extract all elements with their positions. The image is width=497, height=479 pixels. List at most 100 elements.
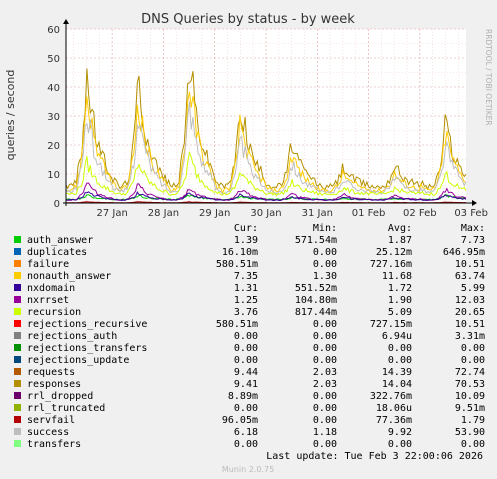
x-tick-label: 29 Jan — [199, 208, 230, 219]
legend-name-nonauth_answer: nonauth_answer — [27, 271, 111, 282]
legend-value-avg: 1.87 — [388, 235, 412, 246]
legend-value-max: 5.99 — [461, 283, 485, 294]
legend-value-avg: 25.12m — [376, 247, 412, 258]
legend-swatch-responses — [14, 380, 21, 387]
legend-value-max: 53.90 — [455, 427, 485, 438]
legend-column-header: Cur: — [234, 223, 258, 234]
legend-swatch-rejections_update — [14, 356, 21, 363]
legend-swatch-rejections_recursive — [14, 320, 21, 327]
legend-value-avg: 18.06u — [376, 403, 412, 414]
legend-name-auth_answer: auth_answer — [27, 235, 93, 246]
y-tick-label: 30 — [47, 112, 60, 123]
legend-value-avg: 9.92 — [388, 427, 412, 438]
legend-value-max: 0.00 — [461, 343, 485, 354]
legend-value-min: 1.30 — [313, 271, 337, 282]
legend-name-failure: failure — [27, 259, 69, 270]
legend-name-duplicates: duplicates — [27, 247, 87, 258]
series-line-nxrrset — [65, 182, 467, 202]
legend-value-cur: 7.35 — [234, 271, 258, 282]
legend-value-avg: 322.76m — [370, 391, 412, 402]
series-layer — [65, 68, 467, 204]
series-line-nonauth_answer — [65, 91, 467, 195]
legend-name-transfers: transfers — [27, 439, 81, 450]
legend-value-min: 0.00 — [313, 247, 337, 258]
y-tick-label: 0 — [54, 199, 60, 210]
legend-value-cur: 3.76 — [234, 307, 258, 318]
x-tick-label: 28 Jan — [148, 208, 179, 219]
legend-value-max: 7.73 — [461, 235, 485, 246]
x-tick-label: 03 Feb — [454, 208, 488, 219]
legend-value-min: 551.52m — [295, 283, 337, 294]
y-tick-label: 50 — [47, 54, 60, 65]
legend-value-avg: 11.68 — [382, 271, 412, 282]
legend-value-min: 571.54m — [295, 235, 337, 246]
legend-name-recursion: recursion — [27, 307, 81, 318]
tick-labels: 0 10 20 30 40 50 60 27 Jan 28 Jan 29 Jan 30 Jan 31 … — [47, 25, 488, 219]
legend-column-header: Max: — [461, 223, 485, 234]
legend-value-max: 63.74 — [455, 271, 485, 282]
legend-value-min: 2.03 — [313, 379, 337, 390]
munin-version: Munin 2.0.75 — [222, 465, 274, 474]
legend-value-cur: 0.00 — [234, 403, 258, 414]
legend-value-min: 0.00 — [313, 331, 337, 342]
legend-value-cur: 8.89m — [228, 391, 258, 402]
legend-value-avg: 727.15m — [370, 319, 412, 330]
legend-swatch-nonauth_answer — [14, 272, 21, 279]
legend-value-min: 0.00 — [313, 391, 337, 402]
x-axis-arrow — [472, 200, 477, 206]
legend-value-max: 10.51 — [455, 319, 485, 330]
y-tick-label: 40 — [47, 83, 60, 94]
legend-value-max: 1.79 — [461, 415, 485, 426]
legend-value-min: 2.03 — [313, 367, 337, 378]
legend-name-rejections_auth: rejections_auth — [27, 331, 117, 342]
legend-value-cur: 9.44 — [234, 367, 258, 378]
legend-value-avg: 5.09 — [388, 307, 412, 318]
legend-value-cur: 96.05m — [222, 415, 258, 426]
x-tick-label: 27 Jan — [96, 208, 127, 219]
legend-value-min: 0.00 — [313, 439, 337, 450]
legend-value-cur: 0.00 — [234, 355, 258, 366]
legend-value-avg: 77.36m — [376, 415, 412, 426]
legend-value-min: 104.80m — [295, 295, 337, 306]
legend-value-min: 0.00 — [313, 343, 337, 354]
legend-value-avg: 727.16m — [370, 259, 412, 270]
legend-value-cur: 6.18 — [234, 427, 258, 438]
legend-value-min: 0.00 — [313, 259, 337, 270]
legend-value-cur: 0.00 — [234, 343, 258, 354]
legend-swatch-nxrrset — [14, 296, 21, 303]
series-line-nxdomain — [65, 191, 467, 202]
y-axis-arrow — [63, 19, 69, 24]
legend-swatch-nxdomain — [14, 284, 21, 291]
legend-value-cur: 9.41 — [234, 379, 258, 390]
legend-name-nxrrset: nxrrset — [27, 295, 69, 306]
series-line-auth_answer — [65, 194, 467, 201]
legend-name-rrl_truncated: rrl_truncated — [27, 403, 105, 414]
legend-column-header: Min: — [313, 223, 337, 234]
legend-value-avg: 14.39 — [382, 367, 412, 378]
legend-name-rejections_transfers: rejections_transfers — [27, 343, 147, 354]
legend-value-max: 70.53 — [455, 379, 485, 390]
legend-value-max: 12.03 — [455, 295, 485, 306]
legend-value-max: 10.51 — [455, 259, 485, 270]
legend-value-min: 0.00 — [313, 355, 337, 366]
legend-swatch-rejections_auth — [14, 332, 21, 339]
legend-value-avg: 1.90 — [388, 295, 412, 306]
last-update: Last update: Tue Feb 3 22:00:06 2026 — [266, 451, 483, 462]
legend-value-max: 9.51m — [455, 403, 485, 414]
legend-name-rejections_update: rejections_update — [27, 355, 129, 366]
legend-value-min: 0.00 — [313, 319, 337, 330]
legend-swatch-rrl_dropped — [14, 392, 21, 399]
legend-value-cur: 580.51m — [216, 259, 258, 270]
legend-swatch-transfers — [14, 440, 21, 447]
y-tick-label: 60 — [47, 25, 60, 36]
rrdtool-credit: RRDTOOL / TOBI OETIKER — [484, 29, 493, 126]
legend-swatch-failure — [14, 260, 21, 267]
legend-value-max: 72.74 — [455, 367, 485, 378]
legend-value-cur: 1.39 — [234, 235, 258, 246]
legend-name-nxdomain: nxdomain — [27, 283, 75, 294]
legend-name-rrl_dropped: rrl_dropped — [27, 391, 93, 402]
y-tick-label: 10 — [47, 170, 60, 181]
legend-value-avg: 0.00 — [388, 343, 412, 354]
legend-value-avg: 14.04 — [382, 379, 412, 390]
